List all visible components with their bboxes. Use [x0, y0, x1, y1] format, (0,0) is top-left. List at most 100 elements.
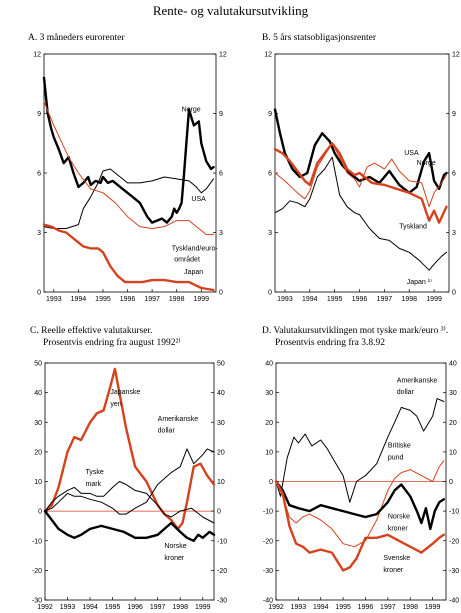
chart-c-ytick-right: -30 [217, 598, 227, 605]
chart-b: B. 5 års statsobligasjonsrenter 0 0 3 3 6 6 9 9 1… [262, 32, 460, 303]
chart-d-xtick: 1992 [268, 604, 284, 611]
chart-d-ytick-left: 10 [265, 449, 273, 456]
chart-b-frame [274, 53, 450, 293]
chart-a-xtick: 1998 [169, 296, 185, 303]
chart-a-ytick-right: 3 [219, 230, 223, 237]
chart-a-series-usa [43, 168, 214, 229]
chart-c-frame [44, 362, 215, 601]
chart-b-xtick: 1999 [426, 296, 442, 303]
chart-d-subtitle: Prosentvis endring fra 3.8.92 [275, 337, 385, 348]
chart-c-ytick-left: -10 [32, 538, 42, 545]
chart-b-series-label: Norge [417, 160, 436, 167]
chart-d-series-label: Svenske [383, 555, 410, 562]
chart-c: C. Reelle effektive valutakurser.Prosent… [30, 325, 227, 611]
chart-c-ytick-right: 10 [217, 479, 225, 486]
chart-c-xtick: 1999 [195, 604, 211, 611]
chart-c-series-amerikanske-dollar [44, 448, 215, 515]
chart-d-xtick: 1997 [380, 604, 396, 611]
chart-d-ytick-right: -10 [449, 509, 459, 516]
chart-c-ytick-left: -30 [32, 598, 42, 605]
chart-d-ytick-left: 20 [265, 420, 273, 427]
chart-a-ytick-left: 3 [37, 230, 41, 237]
chart-a-series-label: Norge [182, 107, 201, 114]
chart-d-series-norske-kroner [274, 480, 445, 531]
chart-b-xtick: 1997 [377, 296, 393, 303]
chart-d-series-britiske-pund [275, 460, 445, 548]
chart-d-ytick-right: 30 [449, 390, 457, 397]
chart-c-series-label: Amerikanske [158, 416, 199, 423]
chart-d: D. Valutakursutviklingen mot tyske mark/… [262, 325, 459, 611]
chart-c-ytick-right: 0 [217, 509, 221, 516]
chart-c-ytick-right: -20 [217, 568, 227, 575]
chart-a-title: A. 3 måneders eurorenter [28, 32, 125, 43]
chart-c-xtick: 1996 [127, 604, 143, 611]
chart-a-ytick-right: 9 [219, 111, 223, 118]
chart-b-series-japan [273, 142, 448, 224]
chart-b-ytick-left: 9 [268, 111, 272, 118]
chart-d-series-label: Amerikanske [397, 377, 438, 384]
chart-a-ytick-left: 9 [37, 111, 41, 118]
chart-b-series-tyskland [274, 156, 447, 271]
chart-a-ytick-right: 12 [219, 52, 227, 59]
chart-c-ytick-left: 10 [34, 479, 42, 486]
chart-c-xtick: 1992 [37, 604, 53, 611]
chart-d-xtick: 1993 [291, 604, 307, 611]
chart-a: A. 3 måneders eurorenter 0 0 3 3 6 6 9 9 12 12 1993… [28, 32, 227, 303]
chart-c-ytick-right: 50 [217, 361, 225, 368]
chart-b-xtick: 1998 [401, 296, 417, 303]
chart-d-series-amerikanske-dollar [275, 398, 445, 503]
chart-a-series-label: området [174, 255, 200, 263]
chart-b-ytick-left: 3 [268, 230, 272, 237]
chart-d-ytick-left: 30 [265, 390, 273, 397]
chart-c-xtick: 1997 [150, 604, 166, 611]
chart-c-title: C. Reelle effektive valutakurser. [30, 325, 153, 336]
chart-b-ytick-left: 6 [268, 171, 272, 178]
chart-d-ytick-right: 0 [449, 479, 453, 486]
chart-c-ytick-left: 50 [34, 361, 42, 368]
chart-b-xtick: 1995 [327, 296, 343, 303]
chart-a-series-label: Japan [184, 269, 203, 276]
chart-a-series-japan [42, 223, 215, 292]
chart-c-ytick-left: 30 [34, 420, 42, 427]
chart-c-series-label: Norske [164, 543, 186, 550]
chart-b-ytick-right: 9 [452, 111, 456, 118]
chart-c-xtick: 1995 [105, 604, 121, 611]
chart-c-ytick-left: 20 [34, 449, 42, 456]
chart-c-series-norske-kroner [43, 509, 216, 542]
chart-d-series-label: kroner [388, 525, 409, 532]
chart-c-series-label: Tyske [86, 469, 104, 476]
chart-a-xtick: 1996 [120, 296, 136, 303]
chart-a-ytick-left: 0 [37, 290, 41, 297]
chart-d-xtick: 1994 [313, 604, 329, 611]
chart-a-series-norge [42, 76, 215, 224]
chart-a-series-label: Tyskland/euro- [172, 245, 219, 252]
chart-d-series-label: Britiske [388, 442, 411, 449]
chart-c-xtick: 1993 [60, 604, 76, 611]
chart-c-ytick-right: 20 [217, 449, 225, 456]
chart-d-ytick-right: -30 [449, 568, 459, 575]
chart-c-subtitle: Prosentvis endring fra august 1992²⁾ [43, 337, 181, 348]
chart-c-ytick-left: 40 [34, 390, 42, 397]
chart-a-xtick: 1997 [144, 296, 160, 303]
chart-a-ytick-left: 6 [37, 171, 41, 178]
chart-d-ytick-right: 40 [449, 361, 457, 368]
chart-c-series-label: yen [110, 401, 121, 408]
chart-d-ytick-left: -40 [263, 598, 273, 605]
chart-d-series-label: pund [388, 454, 404, 461]
chart-a-ytick-right: 0 [219, 290, 223, 297]
chart-b-series-label: Japan ¹⁾ [407, 278, 432, 286]
chart-a-series-tyskland-euro-omr-det [43, 101, 214, 235]
chart-a-xtick: 1995 [95, 296, 111, 303]
chart-d-ytick-right: -40 [449, 598, 459, 605]
chart-c-series-label: kroner [164, 555, 185, 562]
chart-b-ytick-right: 6 [452, 171, 456, 178]
chart-c-ytick-left: 0 [38, 509, 42, 516]
chart-d-series-label: Norske [388, 514, 410, 521]
chart-a-xtick: 1999 [193, 296, 209, 303]
chart-d-series-svenske-kroner [274, 480, 445, 572]
chart-b-ytick-left: 0 [268, 290, 272, 297]
chart-c-ytick-left: -20 [32, 568, 42, 575]
chart-b-ytick-right: 0 [452, 290, 456, 297]
chart-c-series-label: dollar [158, 428, 176, 435]
